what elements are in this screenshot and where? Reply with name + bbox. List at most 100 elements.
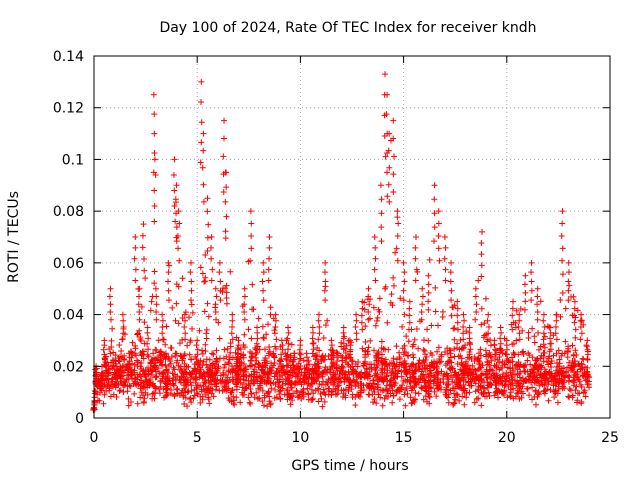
data-point-streak	[358, 312, 365, 319]
data-point	[465, 372, 472, 379]
data-point-streak	[478, 239, 485, 246]
data-point-streak	[284, 335, 291, 342]
data-point-streak	[278, 356, 285, 363]
data-point	[203, 326, 210, 333]
data-point	[324, 369, 331, 376]
data-point-streak	[136, 293, 143, 300]
data-point-streak	[217, 297, 224, 304]
data-point-peak	[204, 195, 211, 202]
data-point	[411, 368, 418, 375]
data-point	[147, 359, 154, 366]
data-point	[570, 374, 577, 381]
data-point-streak	[114, 375, 121, 382]
x-tick-label: 10	[291, 430, 309, 446]
data-point	[498, 388, 505, 395]
data-point-streak	[159, 317, 166, 324]
data-point	[142, 368, 149, 375]
data-point	[410, 371, 417, 378]
data-point	[425, 337, 432, 344]
data-point	[315, 398, 322, 405]
data-point	[425, 373, 432, 380]
data-point-streak	[125, 365, 132, 372]
data-point	[550, 388, 557, 395]
data-point	[287, 401, 294, 408]
data-point	[517, 369, 524, 376]
data-point	[273, 369, 280, 376]
data-point	[162, 350, 169, 357]
data-point-peak	[431, 182, 438, 189]
data-point	[175, 320, 182, 327]
data-point	[182, 382, 189, 389]
data-point	[360, 360, 367, 367]
data-point	[472, 380, 479, 387]
scatter-points	[90, 71, 593, 414]
data-point	[541, 387, 548, 394]
data-point	[426, 256, 433, 263]
axis-ticks: 0 5 10 15 20 25 0 0.02 0.04 0.06 0.08 0.1 0.12 0.14	[53, 49, 619, 446]
data-point	[374, 314, 381, 321]
data-point	[373, 370, 380, 377]
data-point	[141, 383, 148, 390]
data-point	[166, 375, 173, 382]
data-point-streak	[165, 287, 172, 294]
data-point	[322, 364, 329, 371]
data-point	[570, 351, 577, 358]
data-point-peak	[105, 363, 112, 370]
data-point	[316, 347, 323, 354]
data-point-streak	[558, 232, 565, 239]
data-point	[382, 356, 389, 363]
data-point	[435, 370, 442, 377]
data-point	[488, 357, 495, 364]
data-point	[230, 400, 237, 407]
data-point	[539, 381, 546, 388]
data-point-streak	[484, 336, 491, 343]
data-point	[237, 375, 244, 382]
data-point	[138, 303, 145, 310]
data-point	[134, 330, 141, 337]
data-point	[535, 346, 542, 353]
grid-layer	[94, 56, 610, 418]
data-point-streak	[559, 257, 566, 264]
data-point-streak	[485, 330, 492, 337]
data-point	[443, 386, 450, 393]
data-point	[485, 382, 492, 389]
data-point	[163, 323, 170, 330]
data-point	[163, 383, 170, 390]
data-point	[559, 271, 566, 278]
data-point	[440, 379, 447, 386]
data-point	[110, 349, 117, 356]
data-point	[516, 374, 523, 381]
data-point	[366, 361, 373, 368]
data-point	[182, 394, 189, 401]
data-point	[535, 378, 542, 385]
data-point	[403, 333, 410, 340]
data-point	[296, 378, 303, 385]
data-point-streak	[113, 366, 120, 373]
data-point	[529, 369, 536, 376]
data-point-streak	[200, 198, 207, 205]
data-point	[106, 385, 113, 392]
data-point-streak	[175, 245, 182, 252]
plot-frame	[93, 55, 611, 419]
data-point	[305, 367, 312, 374]
data-point	[118, 348, 125, 355]
data-point-streak	[153, 308, 160, 315]
data-point	[205, 394, 212, 401]
data-point	[436, 359, 443, 366]
data-point-peak	[565, 259, 572, 266]
data-point	[256, 373, 263, 380]
data-point	[186, 351, 193, 358]
data-point	[454, 392, 461, 399]
data-point	[431, 388, 438, 395]
data-point-peak	[425, 272, 432, 279]
data-point	[279, 385, 286, 392]
data-point	[150, 380, 157, 387]
data-point	[390, 355, 397, 362]
data-point	[130, 369, 137, 376]
data-point	[572, 347, 579, 354]
data-point	[165, 369, 172, 376]
data-point-peak	[479, 228, 486, 235]
data-point	[229, 354, 236, 361]
x-tick-label: 5	[193, 430, 202, 446]
data-point	[391, 362, 398, 369]
